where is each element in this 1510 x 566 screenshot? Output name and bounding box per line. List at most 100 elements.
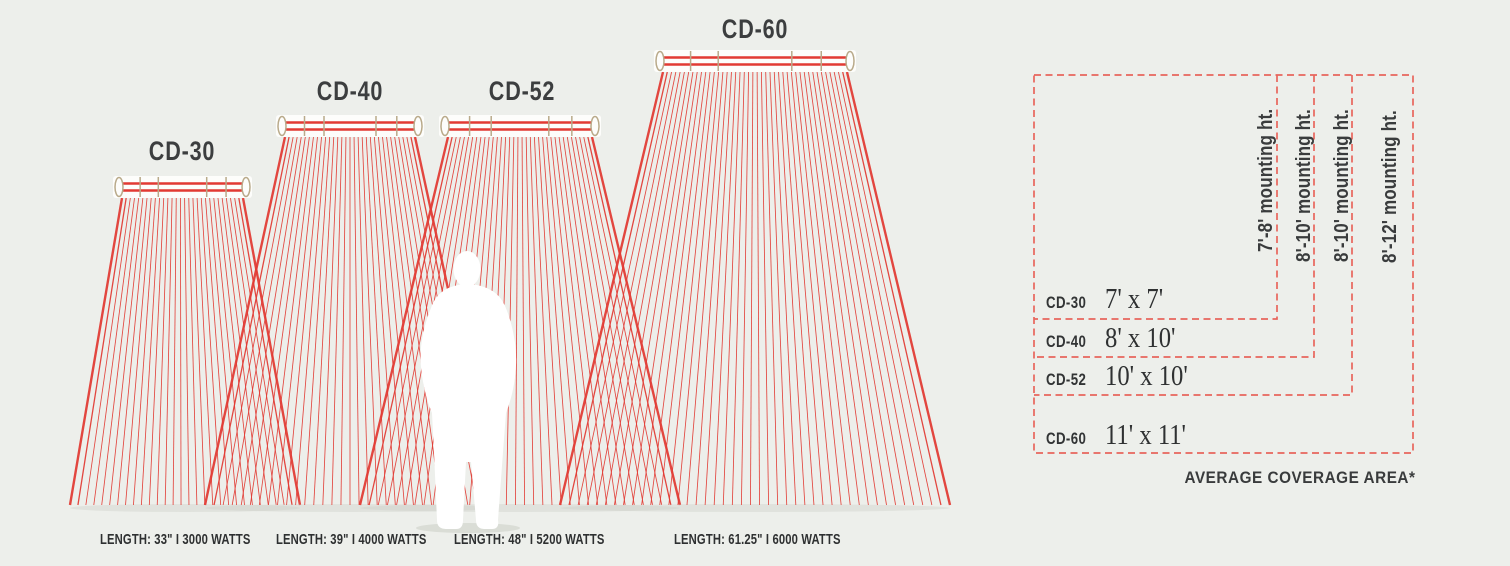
heat-ray (820, 71, 897, 506)
row-coverage-cd-40: 8' x 10' (1105, 321, 1175, 353)
model-title-cd-40: CD-40 (317, 77, 383, 107)
heat-ray (577, 71, 672, 506)
coverage-rect-cd-30 (1034, 75, 1278, 320)
heat-ray (713, 71, 737, 506)
person-silhouette-group (416, 251, 520, 533)
heat-ray (566, 136, 626, 506)
mounting-label-cd-40: 8'-10' mounting ht. (1292, 109, 1315, 262)
heat-ray (231, 136, 298, 506)
heat-ray (286, 136, 322, 506)
heat-ray (686, 71, 724, 506)
heat-ray (117, 197, 148, 506)
heat-ray (353, 136, 360, 506)
tube-end-cap (655, 50, 665, 72)
heat-ray (77, 197, 127, 506)
heat-ray (313, 136, 335, 506)
heat-ray (677, 71, 720, 506)
heat-ray (583, 136, 663, 506)
heat-ray (825, 71, 906, 506)
heat-ray (340, 136, 347, 506)
heat-ray (125, 197, 152, 506)
heat-ray (164, 197, 173, 506)
heater-unit-cd-30 (113, 176, 252, 198)
heat-ray (650, 71, 707, 506)
heat-fan-cd-30 (68, 197, 302, 512)
heat-ray (550, 136, 589, 506)
heat-ray (192, 197, 206, 506)
heat-ray (322, 136, 339, 506)
heat-ray (731, 71, 745, 506)
heat-ray (562, 136, 617, 506)
heater-units (113, 50, 856, 198)
heat-ray (816, 71, 887, 506)
heat-ray (773, 71, 797, 506)
heat-ray (613, 71, 690, 506)
heat-ray (387, 136, 461, 506)
heat-ray (575, 136, 644, 506)
coverage-rect-cd-52 (1034, 75, 1353, 396)
heat-ray (230, 197, 277, 506)
heat-ray (590, 136, 682, 506)
heat-ray (740, 71, 750, 506)
heat-ray (604, 71, 685, 506)
heat-ray (579, 136, 653, 506)
heat-ray (93, 197, 135, 506)
heat-ray (277, 136, 318, 506)
fan-base-shadow (70, 504, 300, 512)
heat-ray (704, 71, 732, 506)
heat-ray (377, 136, 457, 506)
heat-ray (554, 136, 599, 506)
mounting-label-cd-52: 8'-10' mounting ht. (1330, 109, 1353, 262)
heat-ray (179, 197, 182, 506)
heat-ray (196, 197, 214, 506)
heat-ray (109, 197, 144, 506)
heat-ray (623, 71, 694, 506)
mounting-label-cd-30: 7'-8' mounting ht. (1254, 109, 1277, 252)
model-title-cd-30: CD-30 (149, 137, 215, 167)
person-head (453, 251, 481, 287)
heat-ray (268, 136, 314, 506)
tube-end-cap (413, 115, 423, 137)
row-model-cd-52: CD-52 (1046, 371, 1086, 390)
heat-ray (812, 71, 878, 506)
heat-ray (842, 71, 942, 506)
heat-ray (808, 71, 869, 506)
heat-ray (209, 197, 237, 506)
heat-ray (241, 197, 302, 506)
heat-ray (203, 136, 287, 506)
heat-ray (68, 197, 124, 506)
heat-ray (632, 71, 698, 506)
heat-ray (368, 136, 453, 506)
heat-ray (765, 71, 779, 506)
heat-ray (140, 197, 160, 506)
tube-end-cap (845, 50, 855, 72)
heater-unit-cd-52 (439, 115, 601, 137)
fan-base-shadow (205, 504, 495, 512)
tube-end-cap (241, 176, 251, 198)
spec-label-cd-60: LENGTH: 61.25" I 6000 WATTS (674, 530, 841, 547)
coverage-footnote: AVERAGE COVERAGE AREA* (1184, 468, 1415, 487)
tube-end-cap (440, 115, 450, 137)
heat-ray (213, 197, 245, 506)
mounting-label-cd-60: 8'-12' mounting ht. (1378, 110, 1401, 263)
heat-ray (172, 197, 177, 506)
row-coverage-cd-52: 10' x 10' (1105, 359, 1188, 391)
heat-ray (558, 136, 608, 506)
spec-label-cd-52: LENGTH: 48" I 5200 WATTS (454, 530, 605, 547)
heat-ray (641, 71, 702, 506)
heat-ray (221, 197, 261, 506)
heat-ray (529, 136, 544, 506)
heat-ray (258, 136, 310, 506)
heat-ray (586, 71, 677, 506)
bar-backing (276, 115, 424, 137)
heat-ray (782, 71, 815, 506)
heat-ray (538, 136, 562, 506)
heat-ray (358, 136, 450, 506)
heat-ray (295, 136, 327, 506)
heat-ray (829, 71, 915, 506)
heat-ray-fans (68, 71, 952, 512)
heat-ray (760, 71, 770, 506)
heat-ray (722, 71, 741, 506)
